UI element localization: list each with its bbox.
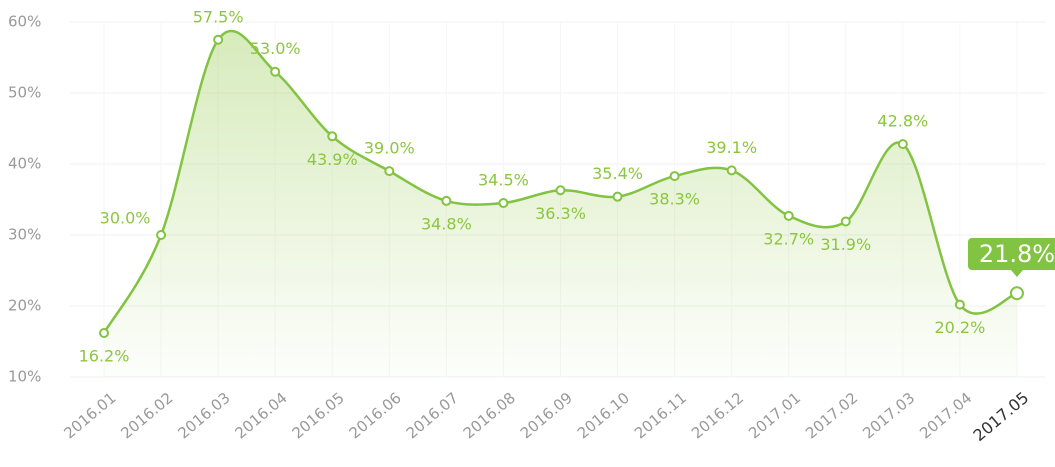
point	[954, 299, 965, 310]
value-label: 38.3%	[649, 190, 700, 209]
y-tick-label: 10%	[8, 368, 41, 386]
x-tick-label: 2016.09	[517, 389, 576, 443]
x-tick-label: 2017.05	[970, 388, 1033, 445]
value-label: 39.0%	[364, 139, 415, 158]
x-tick-label: 2016.04	[232, 389, 291, 443]
point	[156, 230, 167, 240]
point	[441, 195, 452, 206]
x-tick-label: 2016.10	[574, 389, 633, 443]
x-tick-label: 2016.01	[60, 389, 119, 443]
x-tick-label: 2016.05	[289, 389, 348, 443]
x-tick-label: 2016.07	[403, 389, 462, 443]
x-tick-label: 2017.02	[802, 389, 861, 443]
value-label: 42.8%	[877, 112, 928, 131]
value-label: 35.4%	[592, 164, 643, 183]
x-tick-label: 2016.11	[631, 389, 690, 443]
point	[669, 171, 680, 182]
point	[612, 191, 623, 202]
value-label: 43.9%	[307, 150, 358, 169]
value-label: 36.3%	[535, 204, 586, 223]
value-label: 20.2%	[934, 318, 985, 337]
x-tick-label: 2016.02	[117, 389, 176, 443]
y-tick-label: 50%	[8, 84, 41, 102]
point	[897, 139, 908, 150]
x-tick-label: 2017.01	[745, 389, 804, 443]
x-tick-label: 2017.03	[859, 389, 918, 443]
x-tick-label: 2016.06	[346, 389, 405, 443]
y-tick-label: 60%	[8, 13, 41, 31]
point	[327, 131, 338, 142]
point	[1009, 286, 1024, 301]
value-label: 32.7%	[763, 229, 814, 248]
x-tick-label: 2017.04	[916, 389, 975, 443]
point	[270, 66, 281, 77]
value-label: 57.5%	[193, 7, 244, 26]
point	[213, 34, 224, 45]
point	[384, 166, 395, 177]
x-tick-label: 2016.12	[688, 389, 747, 443]
value-label: 34.5%	[478, 171, 529, 190]
x-tick-label: 2016.08	[460, 389, 519, 443]
value-label: 34.8%	[421, 214, 472, 233]
y-tick-label: 30%	[8, 226, 41, 244]
point	[555, 185, 566, 196]
point	[99, 327, 109, 338]
value-label: 30.0%	[100, 209, 151, 228]
value-label: 31.9%	[820, 235, 871, 254]
x-tick-label: 2016.03	[174, 389, 233, 443]
point	[726, 165, 737, 176]
y-tick-label: 40%	[8, 155, 41, 173]
y-tick-label: 20%	[8, 297, 41, 315]
value-label: 16.2%	[79, 346, 130, 365]
value-label: 39.1%	[706, 138, 757, 157]
value-label: 53.0%	[250, 39, 301, 58]
point	[840, 216, 851, 227]
point	[498, 198, 509, 209]
value-label: 21.8%	[979, 240, 1055, 268]
callout	[967, 238, 1055, 277]
area	[104, 30, 1017, 378]
point	[783, 210, 794, 221]
